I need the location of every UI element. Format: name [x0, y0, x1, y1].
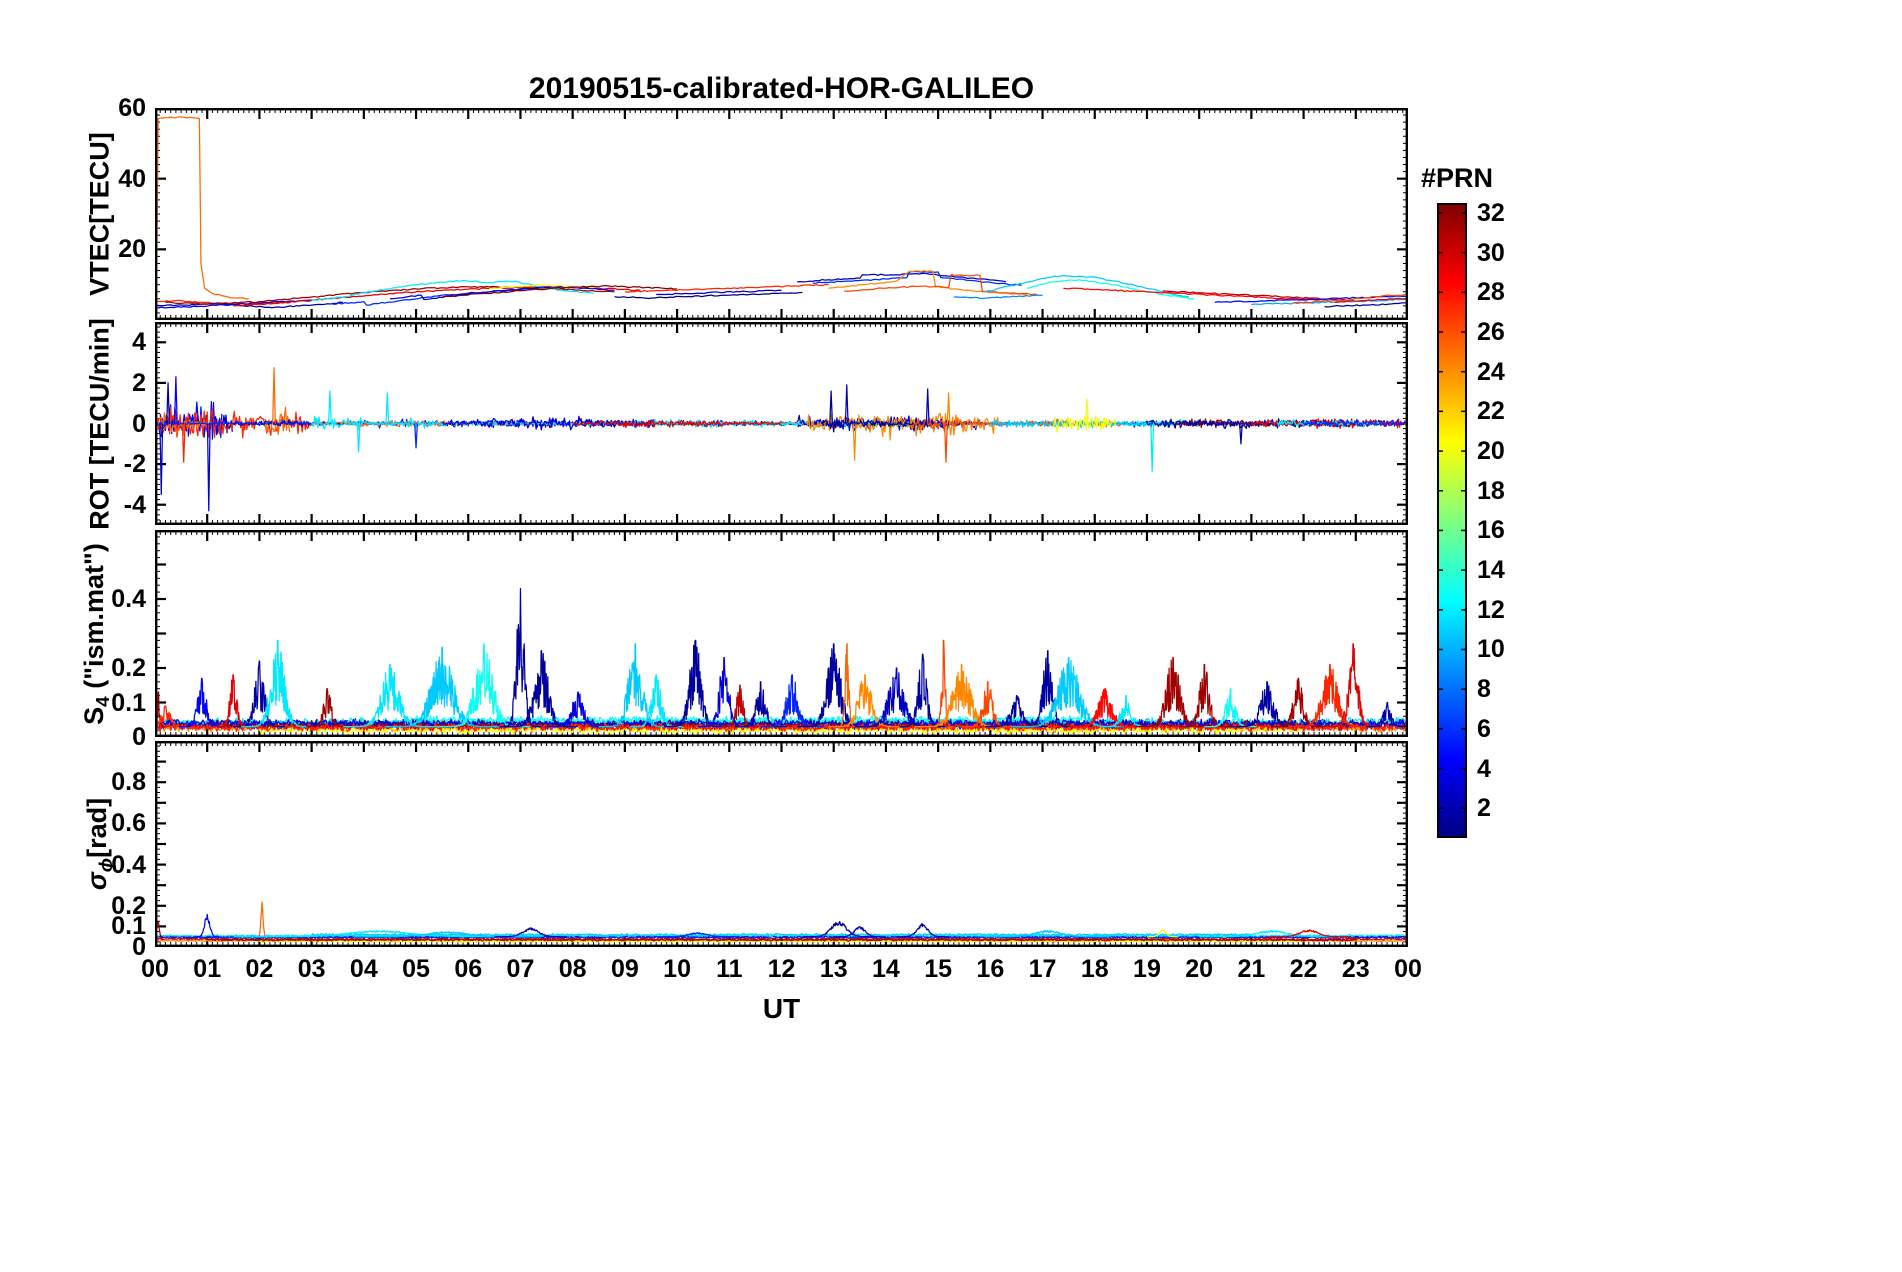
colorbar-tick-label: 24	[1477, 357, 1505, 386]
y-tick-label-s4: 0.4	[111, 585, 146, 613]
x-tick-label: 00	[1394, 955, 1422, 983]
colorbar-tick-label: 20	[1477, 437, 1505, 466]
x-tick-label: 06	[454, 955, 483, 983]
x-tick-label: 17	[1028, 955, 1057, 983]
y-tick-label-sigma_phi: 0.8	[111, 768, 146, 797]
x-tick-label: 20	[1185, 955, 1214, 983]
colorbar-tick-label: 16	[1477, 516, 1505, 545]
colorbar-tick-label: 22	[1477, 397, 1505, 426]
x-tick-label: 04	[349, 955, 378, 983]
y-tick-label-s4: 0	[132, 723, 146, 751]
y-tick-label-vtec: 20	[118, 235, 146, 264]
colorbar-tick-label: 10	[1477, 635, 1505, 664]
y-tick-label-sigma_phi: 0	[132, 933, 146, 961]
colorbar	[1437, 203, 1467, 838]
x-tick-label: 11	[716, 955, 743, 983]
x-tick-label: 07	[506, 955, 535, 983]
x-tick-label: 14	[872, 955, 900, 983]
colorbar-tick-label: 2	[1477, 794, 1491, 823]
colorbar-tick-label: 18	[1477, 476, 1505, 505]
x-tick-label: 01	[193, 955, 222, 983]
x-tick-label: 22	[1289, 955, 1318, 983]
colorbar-tick-label: 8	[1477, 675, 1491, 704]
x-tick-label: 16	[976, 955, 1005, 983]
x-tick-label: 09	[610, 955, 639, 983]
colorbar-tick-label: 32	[1477, 198, 1505, 227]
colorbar-tick-label: 30	[1477, 238, 1505, 267]
colorbar-title: #PRN	[1420, 163, 1494, 193]
x-tick-label: 18	[1080, 955, 1109, 983]
panel-canvas-vtec	[155, 108, 1408, 320]
y-tick-label-sigma_phi: 0.1	[111, 912, 146, 941]
x-tick-label: 02	[245, 955, 274, 983]
colorbar-tick-label: 6	[1477, 714, 1491, 743]
colorbar-tick-label: 26	[1477, 317, 1505, 346]
colorbar-tick-label: 12	[1477, 595, 1505, 624]
x-tick-label: 12	[767, 955, 796, 983]
y-tick-label-vtec: 40	[118, 164, 146, 193]
x-tick-label: 19	[1133, 955, 1161, 983]
chart-title: 20190515-calibrated-HOR-GALILEO	[528, 72, 1035, 105]
x-axis-label: UT	[762, 993, 801, 1024]
x-tick-label: 05	[402, 955, 430, 983]
x-tick-label: 13	[819, 955, 848, 983]
x-tick-label: 08	[558, 955, 587, 983]
x-tick-label: 00	[141, 955, 169, 983]
y-tick-label-sigma_phi: 0.6	[111, 809, 146, 838]
colorbar-tick-label: 4	[1477, 754, 1491, 783]
panel-canvas-rot	[155, 322, 1408, 525]
x-tick-label: 21	[1237, 955, 1266, 983]
y-tick-label-rot: 2	[132, 368, 146, 397]
x-tick-label: 23	[1341, 955, 1370, 983]
y-tick-label-rot: 0	[132, 409, 146, 438]
y-tick-label-rot: 4	[132, 328, 146, 357]
colorbar-tick-label: 14	[1477, 556, 1505, 585]
y-tick-label-rot: -4	[123, 490, 146, 519]
y-tick-label-sigma_phi: 0.2	[111, 891, 146, 920]
x-tick-label: 10	[663, 955, 691, 983]
vtec-y-axis-label: VTEC[TECU]	[84, 132, 115, 296]
y-tick-label-s4: 0.2	[111, 654, 146, 682]
panel-canvas-sigma_phi	[155, 741, 1408, 947]
x-tick-label: 15	[924, 955, 953, 983]
y-tick-label-sigma_phi: 0.4	[111, 850, 146, 879]
colorbar-tick-label: 28	[1477, 278, 1505, 307]
x-tick-label: 03	[297, 955, 326, 983]
y-tick-label-rot: -2	[123, 450, 146, 479]
panel-canvas-s4	[155, 530, 1408, 737]
y-tick-label-s4: 0.1	[111, 688, 146, 717]
y-tick-label-vtec: 60	[118, 94, 146, 122]
